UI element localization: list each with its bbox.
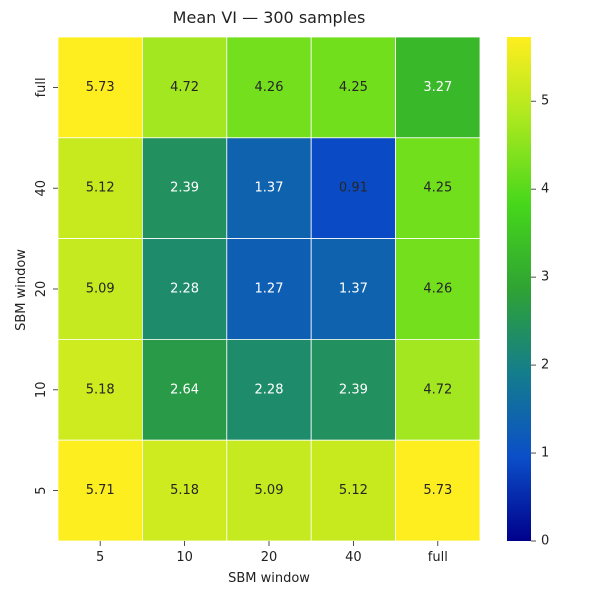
cell-value-label: 5.73 bbox=[423, 483, 452, 498]
x-tick-label: 40 bbox=[345, 550, 362, 565]
colorbar-tick-label: 2 bbox=[541, 358, 549, 373]
y-axis-title: SBM window bbox=[14, 249, 29, 331]
heatmap-cell bbox=[226, 36, 312, 139]
cell-value-label: 4.26 bbox=[423, 282, 452, 297]
cell-value-label: 4.26 bbox=[255, 80, 284, 95]
heatmap-cell bbox=[395, 338, 481, 441]
heatmap-cell bbox=[141, 36, 228, 139]
cell-value-label: 2.28 bbox=[170, 282, 199, 297]
colorbar-tick-label: 3 bbox=[541, 270, 549, 285]
cell-value-label: 4.72 bbox=[423, 382, 452, 397]
y-axis-ticks: full 40 20 10 5 bbox=[34, 77, 58, 495]
cell-value-label: 5.12 bbox=[339, 483, 368, 498]
cell-value-label: 1.27 bbox=[255, 282, 284, 297]
cell-value-label: 0.91 bbox=[339, 181, 368, 196]
y-tick-label: 10 bbox=[34, 382, 49, 399]
heatmap-cell bbox=[395, 238, 481, 340]
cell-value-label: 1.37 bbox=[339, 282, 368, 297]
x-tick-label: 5 bbox=[96, 550, 104, 565]
heatmap-cell bbox=[226, 439, 312, 542]
cell-value-label: 5.09 bbox=[255, 483, 284, 498]
cell-value-label: 4.25 bbox=[423, 181, 452, 196]
cell-value-label: 5.09 bbox=[86, 282, 115, 297]
x-tick-label: 20 bbox=[261, 550, 278, 565]
cell-value-label: 2.39 bbox=[170, 181, 199, 196]
heatmap-cell bbox=[141, 338, 228, 441]
cell-value-label: 5.12 bbox=[86, 181, 115, 196]
cell-value-label: 3.27 bbox=[423, 80, 452, 95]
heatmap-cell bbox=[226, 338, 312, 441]
x-tick-label: 10 bbox=[176, 550, 193, 565]
x-axis-title: SBM window bbox=[228, 571, 310, 586]
cell-value-label: 2.39 bbox=[339, 382, 368, 397]
cell-value-label: 4.72 bbox=[170, 80, 199, 95]
heatmap-cells: 5.73 4.72 4.26 4.25 3.27 5.12 2.39 1.37 0.91 4.25… bbox=[57, 36, 481, 542]
cell-value-label: 5.73 bbox=[86, 80, 115, 95]
cell-value-label: 5.18 bbox=[170, 483, 199, 498]
colorbar-ticks: 0 1 2 3 4 5 bbox=[531, 94, 549, 549]
heatmap-cell bbox=[310, 338, 397, 441]
cell-value-label: 5.71 bbox=[86, 483, 115, 498]
colorbar-tick-label: 4 bbox=[541, 182, 549, 197]
heatmap-cell bbox=[141, 238, 228, 340]
cell-value-label: 4.25 bbox=[339, 80, 368, 95]
cell-value-label: 1.37 bbox=[255, 181, 284, 196]
heatmap-cell bbox=[310, 36, 397, 139]
heatmap-cell bbox=[141, 439, 228, 542]
colorbar bbox=[507, 37, 531, 541]
colorbar-tick-label: 1 bbox=[541, 446, 549, 461]
colorbar-tick-label: 5 bbox=[541, 94, 549, 109]
y-tick-label: 5 bbox=[34, 486, 49, 494]
heatmap-cell bbox=[57, 36, 143, 139]
cell-value-label: 5.18 bbox=[86, 382, 115, 397]
chart-title: Mean VI — 300 samples bbox=[173, 8, 366, 27]
heatmap-cell bbox=[57, 137, 143, 240]
colorbar-tick-label: 0 bbox=[541, 534, 549, 549]
x-axis-ticks: 5 10 20 40 full bbox=[96, 541, 448, 565]
y-tick-label: full bbox=[34, 77, 49, 97]
heatmap-cell bbox=[310, 238, 397, 340]
heatmap-cell bbox=[395, 137, 481, 240]
heatmap-cell bbox=[395, 36, 481, 139]
y-tick-label: 20 bbox=[34, 281, 49, 298]
heatmap-cell bbox=[57, 439, 143, 542]
x-tick-label: full bbox=[428, 550, 448, 565]
cell-value-label: 2.64 bbox=[170, 382, 199, 397]
heatmap-cell bbox=[226, 238, 312, 340]
heatmap-cell bbox=[226, 137, 312, 240]
cell-value-label: 2.28 bbox=[255, 382, 284, 397]
heatmap-cell bbox=[395, 439, 481, 542]
y-tick-label: 40 bbox=[34, 180, 49, 197]
